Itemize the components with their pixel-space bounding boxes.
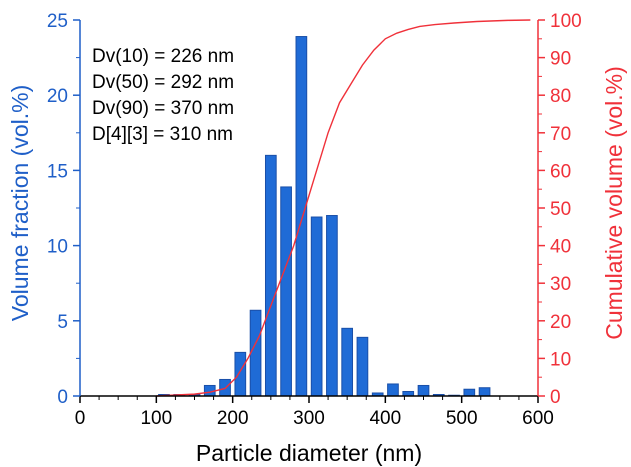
bar xyxy=(234,351,247,397)
y-right-tick-label: 50 xyxy=(550,199,571,220)
y-left-tick-label: 20 xyxy=(47,86,68,107)
x-axis-label: Particle diameter (nm) xyxy=(196,440,422,466)
bar xyxy=(310,216,323,397)
y-right-tick-label: 0 xyxy=(550,387,561,408)
y-right-tick-label: 40 xyxy=(550,237,571,258)
bar xyxy=(280,186,292,397)
annotation-text: Dv(90) = 370 nm xyxy=(92,98,234,119)
y-right-tick-label: 10 xyxy=(550,349,571,370)
bar xyxy=(387,383,399,397)
bars-layer xyxy=(158,36,491,397)
annotation-text: Dv(50) = 292 nm xyxy=(92,72,234,93)
x-tick-label: 300 xyxy=(293,408,325,429)
y-left-tick-label: 25 xyxy=(47,11,68,32)
bar xyxy=(417,384,430,397)
bar xyxy=(356,336,369,397)
y-left-tick-label: 5 xyxy=(57,312,68,333)
bar xyxy=(249,309,262,397)
y-left-tick-label: 15 xyxy=(47,161,68,182)
y-right-tick-label: 70 xyxy=(550,124,571,145)
y-left-tick-label: 0 xyxy=(57,387,68,408)
y-left-tick-label: 10 xyxy=(47,237,68,258)
y-right-tick-label: 60 xyxy=(550,161,571,182)
x-tick-label: 500 xyxy=(446,408,478,429)
annotations: Dv(10) = 226 nm Dv(50) = 292 nm Dv(90) = 3… xyxy=(92,46,234,145)
bar xyxy=(341,327,354,397)
x-tick-label: 100 xyxy=(140,408,172,429)
annotation-text: Dv(10) = 226 nm xyxy=(92,46,234,67)
y-right-tick-label: 30 xyxy=(550,274,571,295)
annotation-text: D[4][3] = 310 nm xyxy=(92,124,233,145)
y-right-tick-label: 20 xyxy=(550,312,571,333)
bar xyxy=(463,388,476,397)
x-tick-label: 200 xyxy=(217,408,249,429)
bar xyxy=(478,387,491,397)
bar xyxy=(326,215,338,397)
y-right-tick-label: 90 xyxy=(550,49,571,70)
y-right-axis-label: Cumulative volume (vol.%) xyxy=(601,66,627,340)
cumulative-line xyxy=(156,19,531,397)
y-right-tick-label: 80 xyxy=(550,86,571,107)
line-layer xyxy=(156,19,531,397)
y-left-axis-label: Volume fraction (vol.%) xyxy=(7,85,33,321)
ticks-layer: 0 100 200 300 400 500 600051015202501020304050… xyxy=(47,11,582,429)
bar xyxy=(295,36,308,397)
y-right-tick-label: 100 xyxy=(550,11,582,32)
x-tick-label: 400 xyxy=(369,408,401,429)
x-tick-label: 0 xyxy=(75,408,86,429)
x-tick-label: 600 xyxy=(522,408,554,429)
bar xyxy=(264,154,277,397)
